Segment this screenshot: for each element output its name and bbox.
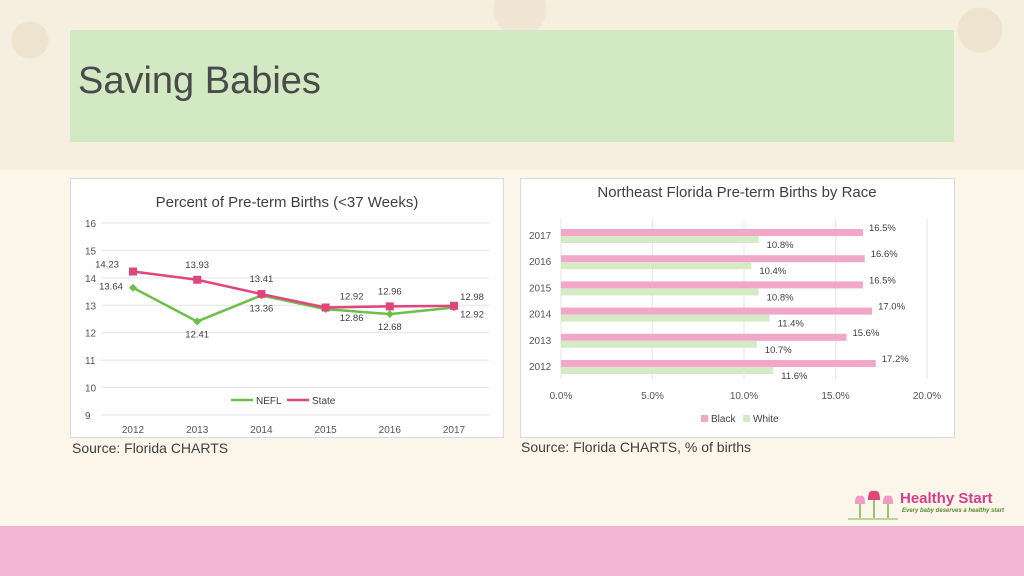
data-label-white: 11.4%	[778, 319, 805, 330]
data-point-state	[321, 303, 330, 312]
y-tick-label: 15	[85, 246, 97, 257]
bar-white	[561, 340, 757, 348]
data-label-black: 16.6%	[871, 249, 898, 260]
data-label-state: 13.41	[250, 274, 274, 285]
source-left: Source: Florida CHARTS	[72, 440, 229, 456]
x-tick-label: 2017	[443, 425, 466, 436]
data-label-black: 17.0%	[878, 302, 905, 313]
data-point-nefl	[385, 310, 394, 319]
y-tick-label: 16	[85, 219, 97, 230]
bar-black	[561, 307, 873, 315]
bar-white	[561, 367, 774, 374]
data-point-nefl	[129, 283, 137, 292]
data-label-nefl: 12.92	[460, 309, 484, 320]
data-label-nefl: 12.86	[340, 313, 364, 324]
y-tick-label: 10	[85, 384, 97, 395]
x-tick-label: 0.0%	[550, 391, 573, 402]
bar-black	[561, 281, 863, 289]
y-tick-label: 2015	[529, 283, 552, 294]
data-label-nefl: 12.41	[185, 329, 209, 340]
data-label-state: 13.93	[185, 260, 209, 271]
data-point-state	[129, 267, 137, 276]
logo-tagline: Every baby deserves a healthy start	[902, 508, 1005, 514]
x-tick-label: 20.0%	[913, 391, 941, 402]
data-point-state	[257, 290, 266, 299]
data-label-black: 16.5%	[869, 223, 896, 234]
x-tick-label: 2015	[314, 425, 337, 436]
data-label-state: 12.96	[378, 286, 402, 297]
y-tick-label: 11	[85, 356, 96, 367]
bar-white	[561, 236, 759, 243]
tulip-logo-icon	[848, 490, 898, 520]
series-line-state	[132, 270, 455, 309]
y-tick-label: 14	[85, 274, 97, 285]
x-tick-label: 2014	[250, 425, 273, 436]
source-right: Source: Florida CHARTS, % of births	[521, 439, 752, 455]
data-point-state	[385, 302, 394, 311]
x-tick-label: 2013	[186, 425, 209, 436]
legend-label-nefl: NEFL	[256, 396, 282, 407]
data-label-white: 10.7%	[765, 345, 792, 356]
y-tick-label: 2016	[529, 257, 552, 268]
data-label-black: 16.5%	[869, 275, 896, 286]
legend-label-white: White	[753, 414, 779, 425]
healthy-start-logo: Healthy Start Every baby deserves a heal…	[846, 488, 1006, 522]
data-point-state	[450, 301, 458, 310]
bar-white	[561, 262, 752, 270]
data-label-white: 10.8%	[767, 292, 794, 303]
data-point-nefl	[193, 317, 202, 326]
data-label-nefl: 13.36	[250, 303, 274, 314]
data-label-white: 11.6%	[781, 371, 808, 382]
bar-white	[561, 314, 770, 322]
line-chart-svg: Percent of Pre-term Births (<37 Weeks) 9 1…	[85, 194, 489, 436]
data-label-nefl: 13.64	[99, 282, 123, 293]
bar-white	[561, 288, 759, 296]
slide-title: Saving Babies	[78, 60, 321, 102]
y-tick-label: 2014	[529, 310, 552, 321]
race-bar-chart: Northeast Florida Pre-term Births by Rac…	[520, 178, 955, 438]
x-tick-label: 15.0%	[821, 391, 849, 402]
y-tick-label: 2013	[529, 336, 552, 347]
y-tick-label: 2012	[529, 362, 552, 373]
bar-black	[561, 360, 876, 367]
x-tick-label: 2012	[122, 425, 145, 436]
logo-name: Healthy Start	[900, 490, 993, 507]
preterm-line-chart: Percent of Pre-term Births (<37 Weeks) 9 1…	[70, 178, 504, 438]
y-tick-label: 9	[85, 411, 91, 422]
data-label-state: 12.92	[340, 291, 364, 302]
bar-black	[561, 333, 847, 341]
legend-label-state: State	[312, 396, 336, 407]
legend-swatch-white	[743, 415, 750, 422]
data-label-white: 10.4%	[759, 266, 786, 277]
bottom-band	[0, 526, 1024, 576]
data-label-nefl: 12.68	[378, 322, 402, 333]
x-tick-label: 5.0%	[641, 391, 664, 402]
y-tick-label: 2017	[529, 231, 552, 242]
data-label-white: 10.8%	[767, 240, 794, 251]
data-label-black: 15.6%	[852, 328, 879, 339]
bar-black	[561, 229, 863, 236]
data-label-state: 14.23	[95, 260, 119, 271]
x-tick-label: 10.0%	[730, 391, 758, 402]
chart-title: Percent of Pre-term Births (<37 Weeks)	[156, 194, 419, 211]
bar-chart-svg: Northeast Florida Pre-term Births by Rac…	[529, 184, 941, 425]
legend-label-black: Black	[711, 414, 736, 425]
data-label-state: 12.98	[460, 292, 484, 303]
series-line-nefl	[132, 286, 455, 323]
data-point-state	[193, 275, 202, 284]
y-tick-label: 13	[85, 301, 97, 312]
x-tick-label: 2016	[379, 425, 402, 436]
data-label-black: 17.2%	[882, 354, 909, 365]
chart-title: Northeast Florida Pre-term Births by Rac…	[597, 184, 876, 201]
bar-black	[561, 255, 865, 263]
title-band: Saving Babies	[70, 30, 954, 142]
legend-swatch-black	[701, 415, 708, 422]
y-tick-label: 12	[85, 329, 97, 340]
